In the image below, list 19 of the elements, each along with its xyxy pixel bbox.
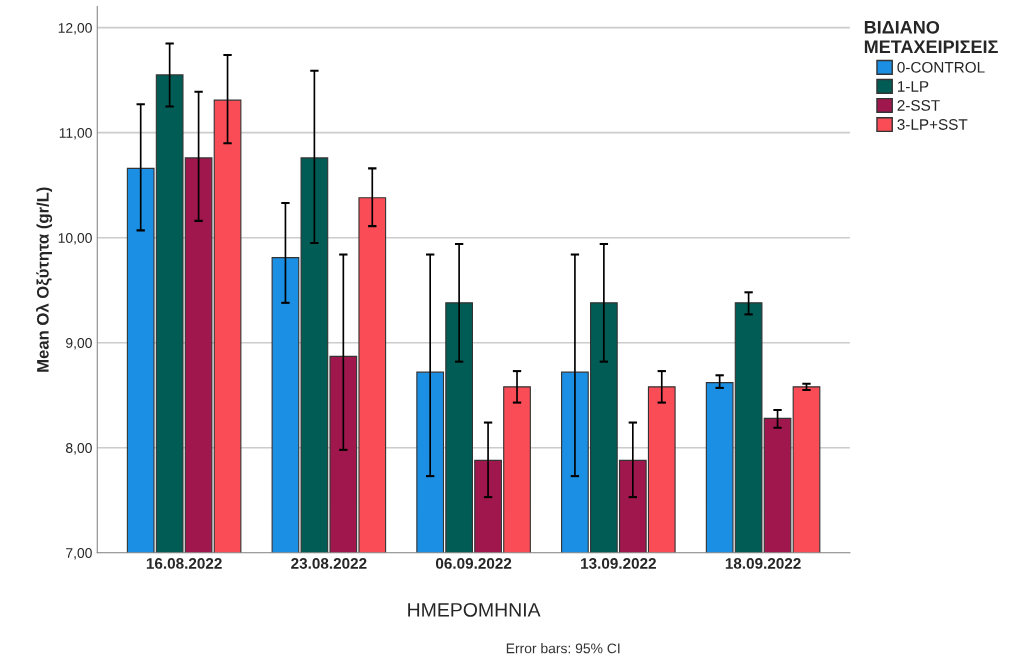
y-tick-label: 9,00 xyxy=(66,338,92,350)
x-tick-label: 06.09.2022 xyxy=(435,558,512,569)
x-tick-label: 13.09.2022 xyxy=(581,558,656,569)
y-tick-label: 7,00 xyxy=(66,548,92,560)
y-axis-title: Mean Ολ Οξύτητα (gr/L) xyxy=(36,187,53,372)
y-tick-label: 12,00 xyxy=(58,23,92,35)
y-tick-label: 10,00 xyxy=(58,233,92,245)
legend-label: 3-LP+SST xyxy=(897,119,968,130)
x-tick-label: 16.08.2022 xyxy=(146,558,222,569)
x-tick-label: 18.09.2022 xyxy=(725,558,801,569)
legend-label: 0-CONTROL xyxy=(897,61,985,73)
x-tick-label: 23.08.2022 xyxy=(291,558,367,569)
legend-title: ΒΙΔΙΑΝΟ ΜΕΤΑΧΕΙΡΙΣΕΙΣ xyxy=(864,20,998,53)
legend-label: 1-LP xyxy=(897,81,929,92)
y-tick-label: 11,00 xyxy=(59,128,92,140)
x-axis-title: ΗΜΕΡΟΜΗΝΙΑ xyxy=(408,602,541,617)
text: Error bars: 95% CI xyxy=(506,643,620,654)
y-tick-label: 8,00 xyxy=(65,443,92,455)
legend-label: 2-SST xyxy=(897,100,940,111)
